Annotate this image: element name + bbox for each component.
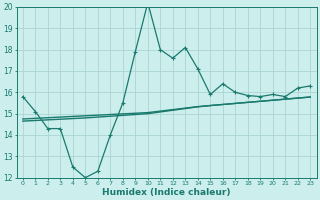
X-axis label: Humidex (Indice chaleur): Humidex (Indice chaleur) <box>102 188 231 197</box>
